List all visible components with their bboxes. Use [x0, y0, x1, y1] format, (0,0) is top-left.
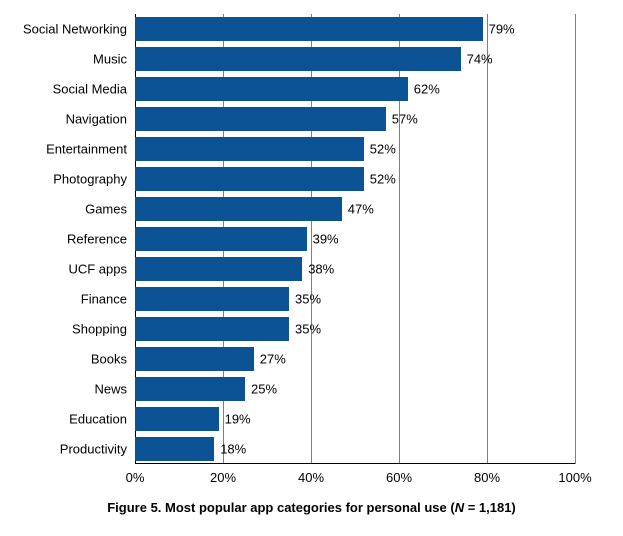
category-label: UCF apps: [68, 262, 135, 277]
bar: [135, 197, 342, 221]
category-label: News: [94, 382, 135, 397]
value-label: 62%: [408, 82, 440, 97]
bar: [135, 167, 364, 191]
x-tick-label: 40%: [298, 470, 324, 485]
caption-prefix: Figure 5. Most popular app categories fo…: [107, 500, 454, 515]
category-label: Reference: [67, 232, 135, 247]
bar-row: Books27%: [135, 344, 575, 374]
bar-row: Social Networking79%: [135, 14, 575, 44]
value-label: 18%: [214, 442, 246, 457]
x-tick-label: 60%: [386, 470, 412, 485]
category-label: Education: [69, 412, 135, 427]
bar: [135, 17, 483, 41]
bar-row: Productivity18%: [135, 434, 575, 464]
value-label: 19%: [219, 412, 251, 427]
category-label: Productivity: [60, 442, 135, 457]
bar: [135, 317, 289, 341]
bar: [135, 437, 214, 461]
category-label: Finance: [81, 292, 135, 307]
bar-row: Entertainment52%: [135, 134, 575, 164]
bar: [135, 137, 364, 161]
x-tick-label: 20%: [210, 470, 236, 485]
bar: [135, 107, 386, 131]
value-label: 35%: [289, 322, 321, 337]
plot-area: 0%20%40%60%80%100%Social Networking79%Mu…: [135, 14, 575, 464]
value-label: 35%: [289, 292, 321, 307]
bar-row: Photography52%: [135, 164, 575, 194]
value-label: 47%: [342, 202, 374, 217]
category-label: Social Networking: [23, 22, 135, 37]
value-label: 57%: [386, 112, 418, 127]
gridline: [575, 14, 576, 464]
bar: [135, 257, 302, 281]
x-tick-label: 0%: [126, 470, 145, 485]
bar-row: Reference39%: [135, 224, 575, 254]
bar-row: Navigation57%: [135, 104, 575, 134]
category-label: Shopping: [72, 322, 135, 337]
chart-container: 0%20%40%60%80%100%Social Networking79%Mu…: [0, 0, 623, 536]
category-label: Social Media: [53, 82, 135, 97]
x-tick-label: 100%: [558, 470, 591, 485]
bar: [135, 347, 254, 371]
value-label: 74%: [461, 52, 493, 67]
bar-row: News25%: [135, 374, 575, 404]
bar-row: Finance35%: [135, 284, 575, 314]
value-label: 52%: [364, 172, 396, 187]
category-label: Entertainment: [46, 142, 135, 157]
bar-row: Social Media62%: [135, 74, 575, 104]
category-label: Music: [93, 52, 135, 67]
bar: [135, 377, 245, 401]
bar-row: UCF apps38%: [135, 254, 575, 284]
bar: [135, 77, 408, 101]
value-label: 52%: [364, 142, 396, 157]
value-label: 38%: [302, 262, 334, 277]
bar-row: Education19%: [135, 404, 575, 434]
category-label: Games: [85, 202, 135, 217]
category-label: Photography: [53, 172, 135, 187]
bar: [135, 287, 289, 311]
bar: [135, 227, 307, 251]
category-label: Books: [91, 352, 135, 367]
value-label: 79%: [483, 22, 515, 37]
value-label: 25%: [245, 382, 277, 397]
bar: [135, 407, 219, 431]
value-label: 27%: [254, 352, 286, 367]
bar-row: Shopping35%: [135, 314, 575, 344]
bar: [135, 47, 461, 71]
x-tick-label: 80%: [474, 470, 500, 485]
value-label: 39%: [307, 232, 339, 247]
caption-suffix: = 1,181): [464, 500, 516, 515]
bar-row: Music74%: [135, 44, 575, 74]
caption-n-symbol: N: [455, 500, 464, 515]
chart-caption: Figure 5. Most popular app categories fo…: [0, 500, 623, 515]
category-label: Navigation: [66, 112, 135, 127]
bar-row: Games47%: [135, 194, 575, 224]
